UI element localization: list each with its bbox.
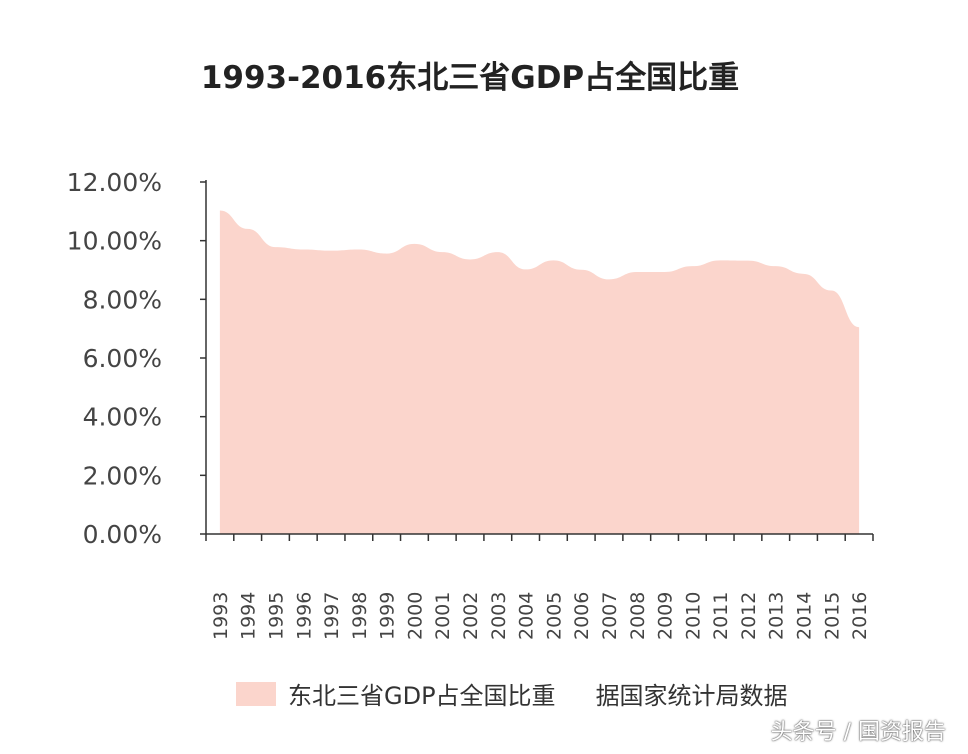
x-tick-label: 2016 xyxy=(849,592,871,640)
x-tick-label: 1994 xyxy=(238,592,260,640)
x-tick-label: 2013 xyxy=(766,592,788,640)
y-tick-label: 6.00% xyxy=(83,344,162,373)
y-tick-label: 12.00% xyxy=(67,168,162,197)
source-note: 据国家统计局数据 xyxy=(595,682,788,710)
x-tick-label: 2015 xyxy=(821,592,843,640)
x-tick-label: 1995 xyxy=(265,592,287,640)
x-tick-label: 2007 xyxy=(599,592,621,640)
x-tick-label: 2012 xyxy=(738,592,760,640)
x-tick-label: 2009 xyxy=(655,592,677,640)
x-tick-label: 1993 xyxy=(210,592,232,640)
x-tick-label: 2006 xyxy=(571,592,593,640)
x-tick-label: 2001 xyxy=(432,592,454,640)
legend: 东北三省GDP占全国比重 据国家统计局数据 xyxy=(236,676,788,711)
x-tick-label: 2002 xyxy=(460,592,482,640)
area-series xyxy=(219,210,860,534)
y-tick-label: 4.00% xyxy=(83,403,162,432)
x-tick-label: 2010 xyxy=(682,592,704,640)
y-tick-label: 0.00% xyxy=(83,520,162,549)
legend-label: 东北三省GDP占全国比重 xyxy=(288,682,556,710)
watermark: 头条号 / 国资报告 xyxy=(770,720,946,745)
y-tick-label: 10.00% xyxy=(67,227,162,256)
x-tick-label: 2004 xyxy=(516,592,538,640)
x-tick-label: 2014 xyxy=(794,592,816,640)
legend-swatch xyxy=(236,681,276,706)
x-tick-label: 1998 xyxy=(349,592,371,640)
x-tick-label: 2011 xyxy=(710,592,732,640)
y-tick-label: 8.00% xyxy=(83,285,162,314)
chart-title: 1993-2016东北三省GDP占全国比重 xyxy=(200,60,740,96)
x-tick-label: 2003 xyxy=(488,592,510,640)
x-tick-label: 2005 xyxy=(543,592,565,640)
x-tick-label: 1997 xyxy=(321,592,343,640)
y-tick-label: 2.00% xyxy=(83,461,162,490)
x-tick-label: 2000 xyxy=(404,592,426,640)
x-tick-label: 2008 xyxy=(627,592,649,640)
x-tick-label: 1996 xyxy=(293,592,315,640)
x-tick-label: 1999 xyxy=(377,592,399,640)
